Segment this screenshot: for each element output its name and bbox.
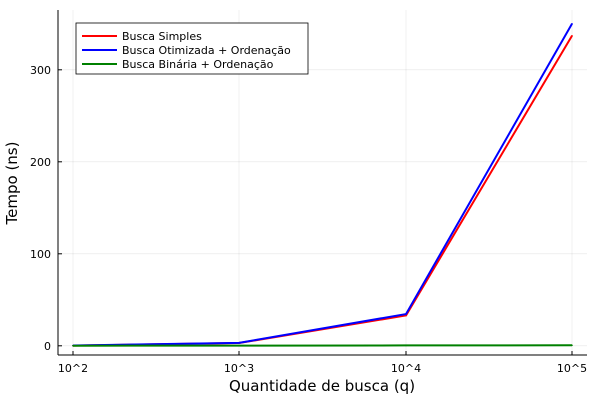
y-tick-label: 0	[44, 340, 51, 353]
y-tick-label: 100	[30, 248, 51, 261]
y-ticks: 0 100 200 300	[30, 64, 62, 353]
data-point	[571, 34, 573, 37]
x-tick-label: 10^4	[391, 362, 421, 375]
data-point	[405, 313, 407, 315]
data-point	[571, 23, 573, 25]
x-tick-label: 10^2	[58, 362, 88, 375]
axes	[57, 10, 587, 356]
series-line-1	[72, 23, 573, 347]
data-point	[238, 342, 240, 344]
data-point	[405, 344, 407, 347]
legend-label: Busca Simples	[122, 30, 202, 43]
series-line-0	[72, 35, 573, 347]
legend-box	[75, 22, 309, 75]
series-lines	[72, 23, 573, 347]
data-point	[72, 344, 74, 347]
legend-label: Busca Binária + Ordenação	[122, 58, 274, 71]
x-axis-label: Quantidade de busca (q)	[229, 377, 415, 395]
x-tick-label: 10^5	[557, 362, 587, 375]
legend-label: Busca Otimizada + Ordenação	[122, 44, 291, 57]
y-tick-label: 300	[30, 64, 51, 77]
y-tick-label: 200	[30, 156, 51, 169]
x-tick-label: 10^3	[224, 362, 254, 375]
data-point	[238, 344, 240, 347]
y-axis-label: Tempo (ns)	[3, 142, 21, 226]
data-point	[571, 344, 573, 347]
x-ticks: 10^2 10^3 10^4 10^5	[58, 351, 587, 375]
